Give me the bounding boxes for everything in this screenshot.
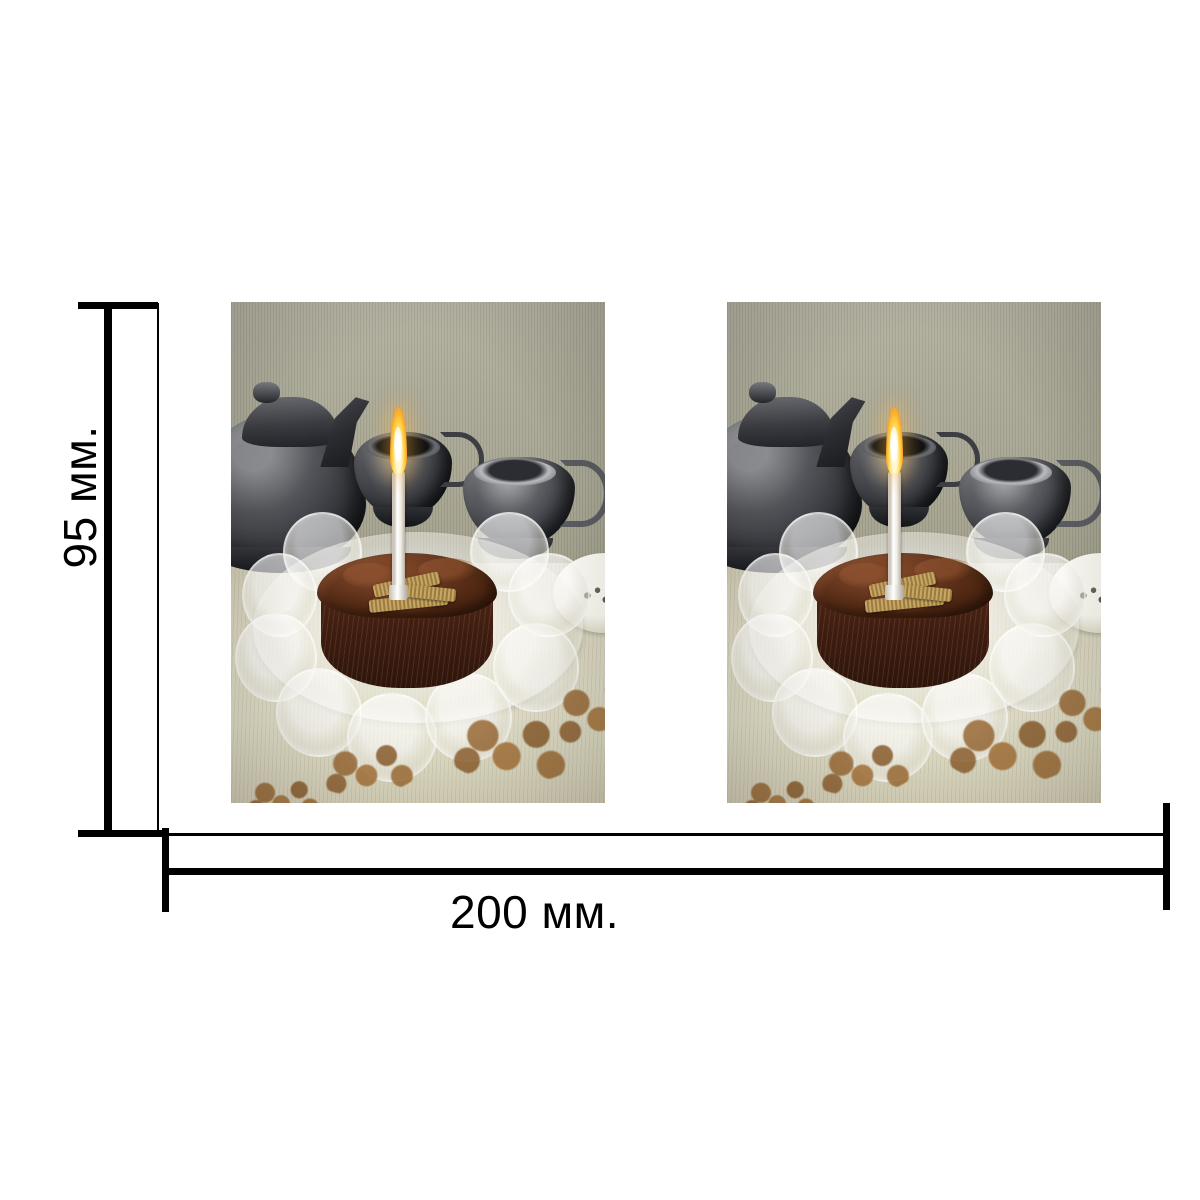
width-extension-line — [166, 833, 1166, 836]
teapot-knob — [749, 382, 776, 404]
height-dimension-line — [104, 302, 112, 836]
height-dimension-tick-top — [78, 302, 158, 309]
height-dimension-label: 95 мм. — [54, 425, 106, 569]
width-dimension-tick-left — [162, 828, 169, 912]
product-photo-right — [727, 302, 1101, 803]
candle-base — [884, 585, 904, 601]
center-bowl-handle — [440, 432, 485, 488]
height-extension-line — [157, 303, 159, 835]
width-dimension-tick-right — [1163, 803, 1170, 910]
flame-core — [890, 427, 898, 463]
right-bowl-rim — [970, 459, 1053, 487]
width-dimension-line — [166, 868, 1166, 875]
teapot-knob — [253, 382, 280, 404]
candle-base — [388, 585, 408, 601]
width-dimension-label: 200 мм. — [450, 886, 620, 938]
height-dimension-tick-bottom — [78, 830, 166, 837]
birthday-candle — [391, 472, 405, 593]
flame-core — [394, 427, 402, 463]
right-bowl-handle — [1056, 459, 1101, 527]
birthday-candle — [887, 472, 901, 593]
right-bowl-handle — [560, 459, 605, 527]
cake-scene — [231, 302, 605, 803]
center-bowl-handle — [936, 432, 981, 488]
plate-petal — [1003, 552, 1087, 637]
plate-petal — [507, 552, 591, 637]
product-photo-left — [231, 302, 605, 803]
cake-scene — [727, 302, 1101, 803]
right-bowl-rim — [474, 459, 557, 487]
